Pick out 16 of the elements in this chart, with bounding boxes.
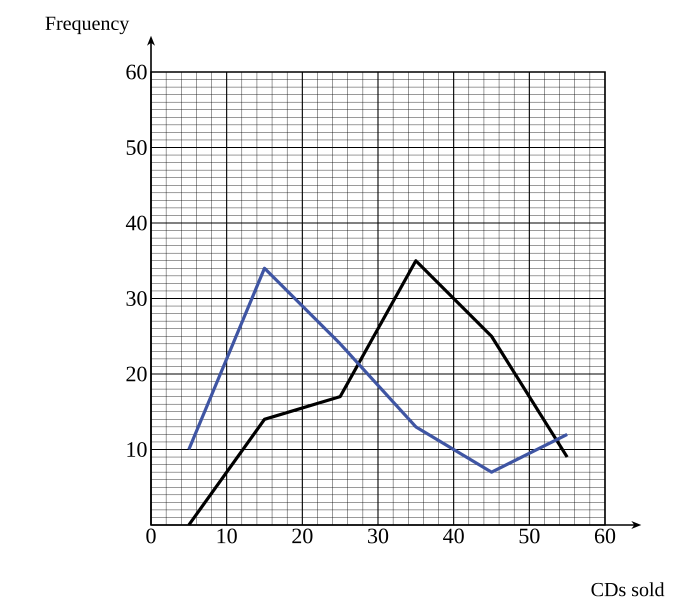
- y-tick-label: 20: [126, 366, 147, 382]
- x-tick-label: 60: [594, 528, 616, 544]
- y-tick-label: 40: [126, 216, 147, 230]
- y-tick-label: 50: [126, 140, 147, 155]
- x-tick-label: 20: [292, 528, 312, 544]
- x-tick-label: 10: [218, 528, 237, 544]
- x-tick-label: 30: [368, 528, 388, 544]
- y-tick-label: 60: [126, 64, 147, 80]
- y-tick-label: 10: [127, 442, 147, 457]
- line-series: [187, 266, 569, 474]
- x-axis-title: CDs sold: [591, 582, 664, 596]
- x-tick-label: 40: [443, 528, 464, 544]
- x-tick-label: 0: [146, 528, 156, 544]
- y-tick-label: 30: [126, 291, 147, 306]
- y-axis-title: Frequency: [45, 16, 130, 34]
- x-tick-label: 50: [520, 528, 540, 544]
